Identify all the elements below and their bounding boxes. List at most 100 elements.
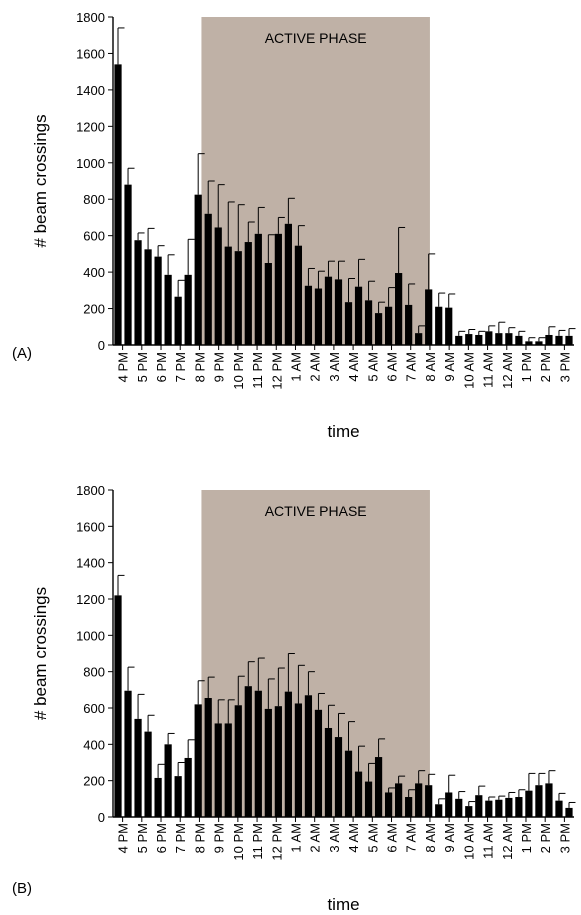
bar <box>384 792 393 817</box>
bar <box>204 213 212 345</box>
x-tick-label: 1 PM <box>519 823 534 853</box>
bar <box>144 731 152 817</box>
bar <box>264 263 272 345</box>
bar <box>545 334 553 345</box>
x-tick-label: 8 AM <box>423 823 438 853</box>
y-tick-label: 1800 <box>76 483 105 498</box>
x-tick-label: 5 AM <box>365 823 380 853</box>
x-tick-label: 9 PM <box>212 823 227 853</box>
x-tick-label: 6 AM <box>385 352 400 382</box>
x-tick-label: 3 PM <box>557 823 572 853</box>
bar <box>184 274 192 345</box>
bar <box>294 703 303 817</box>
y-tick-label: 1000 <box>76 628 105 643</box>
x-tick-label: 4 AM <box>346 823 361 853</box>
bar <box>234 251 242 345</box>
y-tick-label: 0 <box>98 338 105 353</box>
bar <box>495 333 503 345</box>
bar <box>284 691 292 817</box>
bar <box>264 708 272 817</box>
bar <box>395 783 403 817</box>
bar <box>415 783 423 817</box>
bar <box>354 771 363 817</box>
bar <box>164 744 172 817</box>
bar <box>515 797 523 817</box>
bar <box>435 306 443 345</box>
x-tick-label: 12 PM <box>269 823 284 861</box>
bar <box>545 783 553 817</box>
bar <box>455 335 463 345</box>
bar <box>114 595 122 817</box>
y-tick-label: 400 <box>83 737 105 752</box>
bar <box>354 286 363 345</box>
bar <box>505 333 513 345</box>
x-tick-label: 10 AM <box>461 352 476 389</box>
active-phase-label: ACTIVE PHASE <box>265 503 367 519</box>
bar <box>304 285 313 345</box>
bar <box>194 704 202 817</box>
bar <box>204 698 212 817</box>
bar <box>224 723 232 817</box>
bar <box>254 690 262 817</box>
bar <box>455 798 463 817</box>
bar <box>154 777 162 817</box>
bar <box>485 800 493 817</box>
bar <box>124 690 132 817</box>
bar <box>294 245 303 345</box>
bar <box>274 233 282 345</box>
x-tick-label: 7 PM <box>173 352 188 382</box>
x-tick-label: 9 AM <box>442 352 457 382</box>
x-tick-label: 3 PM <box>557 352 572 382</box>
bar <box>284 223 292 345</box>
y-tick-label: 1400 <box>76 83 105 98</box>
y-tick-label: 1800 <box>76 10 105 25</box>
bar <box>495 799 503 817</box>
x-tick-label: 2 AM <box>308 352 323 382</box>
bar <box>124 184 132 345</box>
y-axis-title: # beam crossings <box>31 587 50 720</box>
x-tick-label: 5 AM <box>365 352 380 382</box>
y-tick-label: 200 <box>83 302 105 317</box>
y-tick-label: 1200 <box>76 592 105 607</box>
bar <box>485 331 493 345</box>
x-tick-label: 5 PM <box>135 823 150 853</box>
bar <box>425 289 433 345</box>
x-tick-label: 1 AM <box>288 823 303 853</box>
y-axis-title: # beam crossings <box>31 114 50 247</box>
bar <box>154 256 162 345</box>
x-tick-label: 12 PM <box>269 352 284 390</box>
x-tick-label: 1 PM <box>519 352 534 382</box>
x-tick-label: 2 AM <box>308 823 323 853</box>
bar <box>374 757 383 817</box>
x-tick-label: 11 PM <box>250 823 265 860</box>
bar <box>384 306 393 345</box>
x-tick-label: 11 AM <box>481 352 496 388</box>
chart-panel-a: ACTIVE PHASE 0 200 400 600 800 1000 1200 1400 160… <box>12 10 576 441</box>
bar <box>535 341 543 345</box>
bar <box>435 804 443 817</box>
bar <box>475 334 483 345</box>
bar <box>465 806 473 817</box>
y-tick-label: 200 <box>83 774 105 789</box>
x-tick-label: 10 PM <box>231 352 246 390</box>
x-tick-label: 12 AM <box>500 352 515 389</box>
bar <box>555 800 563 817</box>
bar <box>344 750 353 817</box>
x-tick-label: 2 PM <box>538 823 553 853</box>
bar <box>374 313 383 345</box>
x-tick-label: 8 AM <box>423 352 438 382</box>
x-axis-title: time <box>327 895 359 914</box>
x-tick-label: 8 PM <box>192 823 207 853</box>
x-tick-label: 9 PM <box>212 352 227 382</box>
bar <box>244 242 252 345</box>
y-tick-label: 1400 <box>76 556 105 571</box>
y-tick-label: 0 <box>98 810 105 825</box>
bar <box>344 302 353 345</box>
bar <box>445 307 453 345</box>
y-tick-label: 800 <box>83 665 105 680</box>
x-tick-label: 7 AM <box>404 823 419 853</box>
x-tick-label: 3 AM <box>327 823 342 853</box>
x-tick-label: 5 PM <box>135 352 150 382</box>
x-tick-label: 11 AM <box>481 823 496 859</box>
